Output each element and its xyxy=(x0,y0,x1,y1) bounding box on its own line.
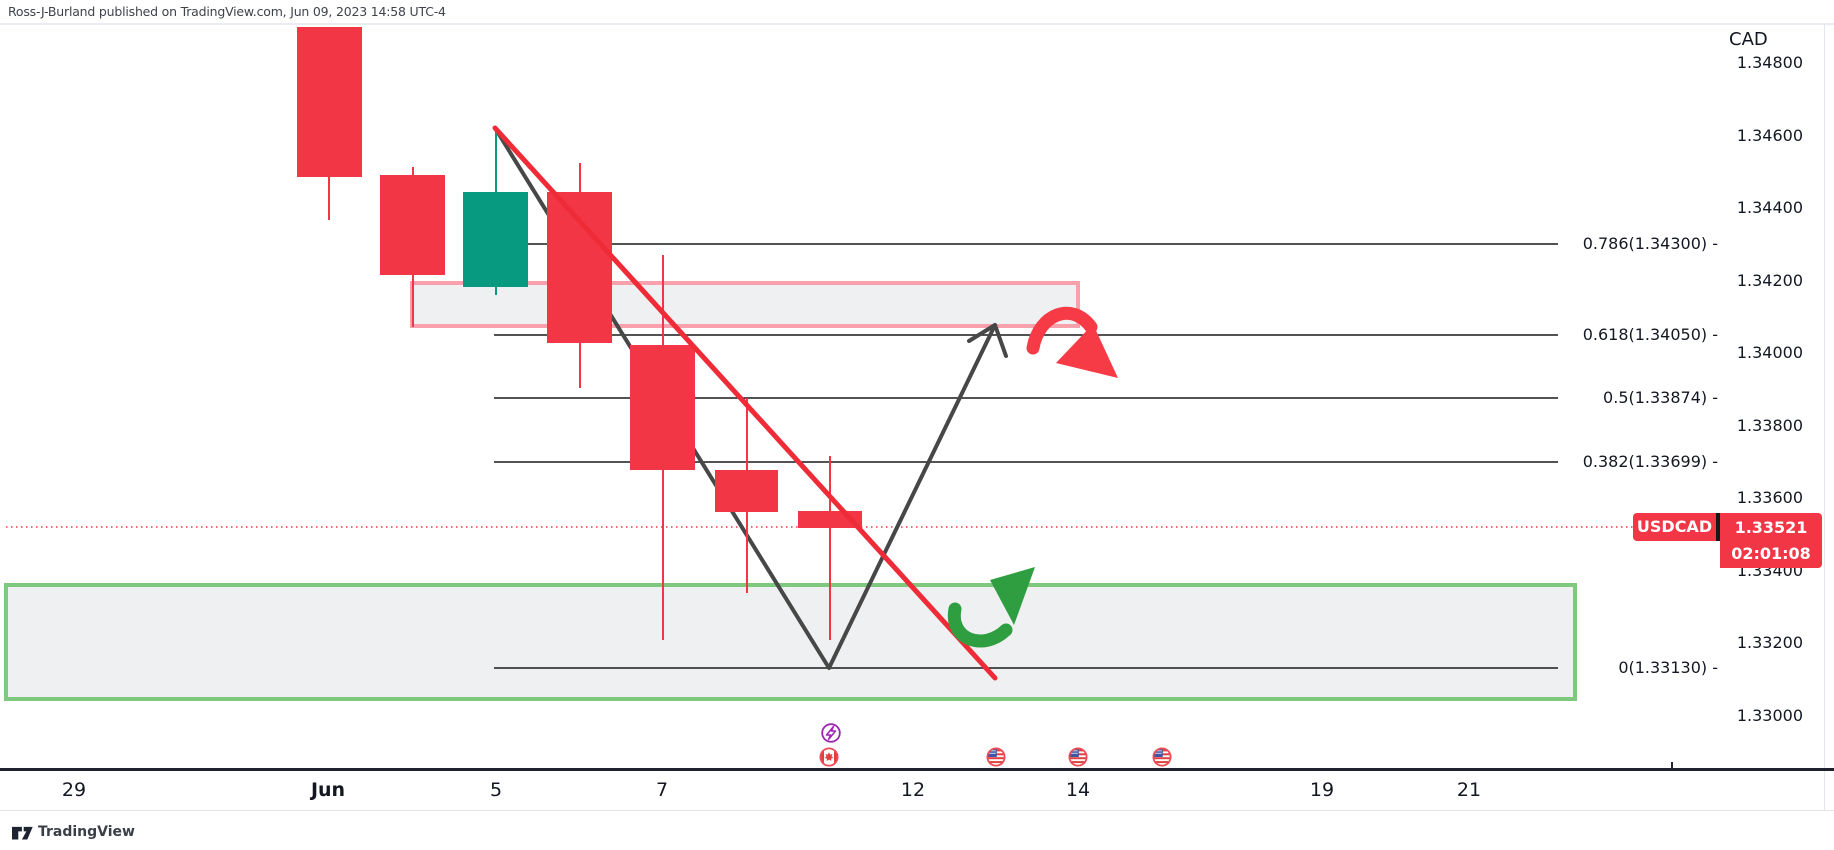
time-axis-tick xyxy=(1671,762,1673,769)
us-flag-event-icon[interactable] xyxy=(986,747,1006,767)
symbol-currency-label: CAD xyxy=(1729,29,1768,50)
price-tick[interactable]: 1.33800 xyxy=(1736,416,1803,435)
candle-wick xyxy=(662,470,664,640)
price-tick[interactable]: 1.33200 xyxy=(1736,633,1803,652)
resistance-zone-box[interactable] xyxy=(410,281,1080,328)
last-price-badge: 1.33521 02:01:08 xyxy=(1720,513,1822,568)
candle-jun-6 xyxy=(547,192,612,343)
candle-jun-2 xyxy=(380,175,445,275)
candle-wick xyxy=(328,177,330,220)
candle-wick xyxy=(746,398,748,470)
us-flag-event-icon[interactable] xyxy=(1068,747,1088,767)
time-tick-7[interactable]: 7 xyxy=(655,779,669,801)
bar-countdown: 02:01:08 xyxy=(1731,544,1811,563)
projection-arrowhead xyxy=(967,323,1008,358)
candle-wick xyxy=(412,167,414,175)
candle-jun-8 xyxy=(715,470,778,512)
fib-label-0618: 0.618(1.34050) - xyxy=(1582,325,1718,344)
candle-wick xyxy=(412,275,414,327)
us-flag-event-icon[interactable] xyxy=(1152,747,1172,767)
fib-label-0: 0(1.33130) - xyxy=(1618,658,1718,677)
last-price-value: 1.33521 xyxy=(1734,518,1808,537)
candle-jun-1 xyxy=(297,27,362,177)
support-zone-box[interactable] xyxy=(4,583,1577,701)
time-tick-21[interactable]: 21 xyxy=(1456,779,1482,801)
flash-event-icon[interactable] xyxy=(821,723,841,743)
candle-wick xyxy=(495,128,497,192)
candle-jun-5 xyxy=(463,192,528,287)
price-tick[interactable]: 1.34600 xyxy=(1736,126,1803,145)
candle-wick xyxy=(662,255,664,345)
time-tick-jun[interactable]: Jun xyxy=(310,779,346,801)
time-tick-12[interactable]: 12 xyxy=(900,779,926,801)
price-tick[interactable]: 1.33600 xyxy=(1736,488,1803,507)
candle-wick xyxy=(495,287,497,295)
candle-wick xyxy=(579,343,581,388)
time-tick-19[interactable]: 19 xyxy=(1309,779,1335,801)
time-axis-bottom-border xyxy=(0,810,1834,811)
price-tick[interactable]: 1.34200 xyxy=(1736,271,1803,290)
candle-wick xyxy=(829,528,831,640)
candle-jun-7 xyxy=(630,345,695,470)
price-tick[interactable]: 1.33000 xyxy=(1736,706,1803,725)
red-curved-arrow-head xyxy=(1056,324,1118,378)
fib-label-0382: 0.382(1.33699) - xyxy=(1582,452,1718,471)
fib-label-05: 0.5(1.33874) - xyxy=(1603,388,1718,407)
candle-wick xyxy=(579,163,581,192)
time-tick-14[interactable]: 14 xyxy=(1065,779,1091,801)
tradingview-logo-icon[interactable] xyxy=(12,826,36,842)
canada-flag-event-icon[interactable] xyxy=(819,747,839,767)
time-axis-line[interactable] xyxy=(0,768,1834,771)
header-separator xyxy=(0,23,1834,25)
tradingview-logo-text[interactable]: TradingView xyxy=(38,824,135,840)
price-scale-separator xyxy=(1824,24,1825,810)
time-tick-5[interactable]: 5 xyxy=(489,779,503,801)
time-tick-29[interactable]: 29 xyxy=(61,779,87,801)
candle-wick xyxy=(746,512,748,593)
price-badge-divider xyxy=(1716,513,1720,541)
fib-label-0786: 0.786(1.34300) - xyxy=(1582,234,1718,253)
price-tick[interactable]: 1.34800 xyxy=(1736,53,1803,72)
candle-jun-9 xyxy=(798,511,862,528)
candle-wick xyxy=(829,456,831,511)
price-tick[interactable]: 1.34000 xyxy=(1736,343,1803,362)
symbol-price-badge: USDCAD xyxy=(1633,513,1716,541)
attribution-text: Ross-J-Burland published on TradingView.… xyxy=(8,4,446,19)
price-tick[interactable]: 1.34400 xyxy=(1736,198,1803,217)
